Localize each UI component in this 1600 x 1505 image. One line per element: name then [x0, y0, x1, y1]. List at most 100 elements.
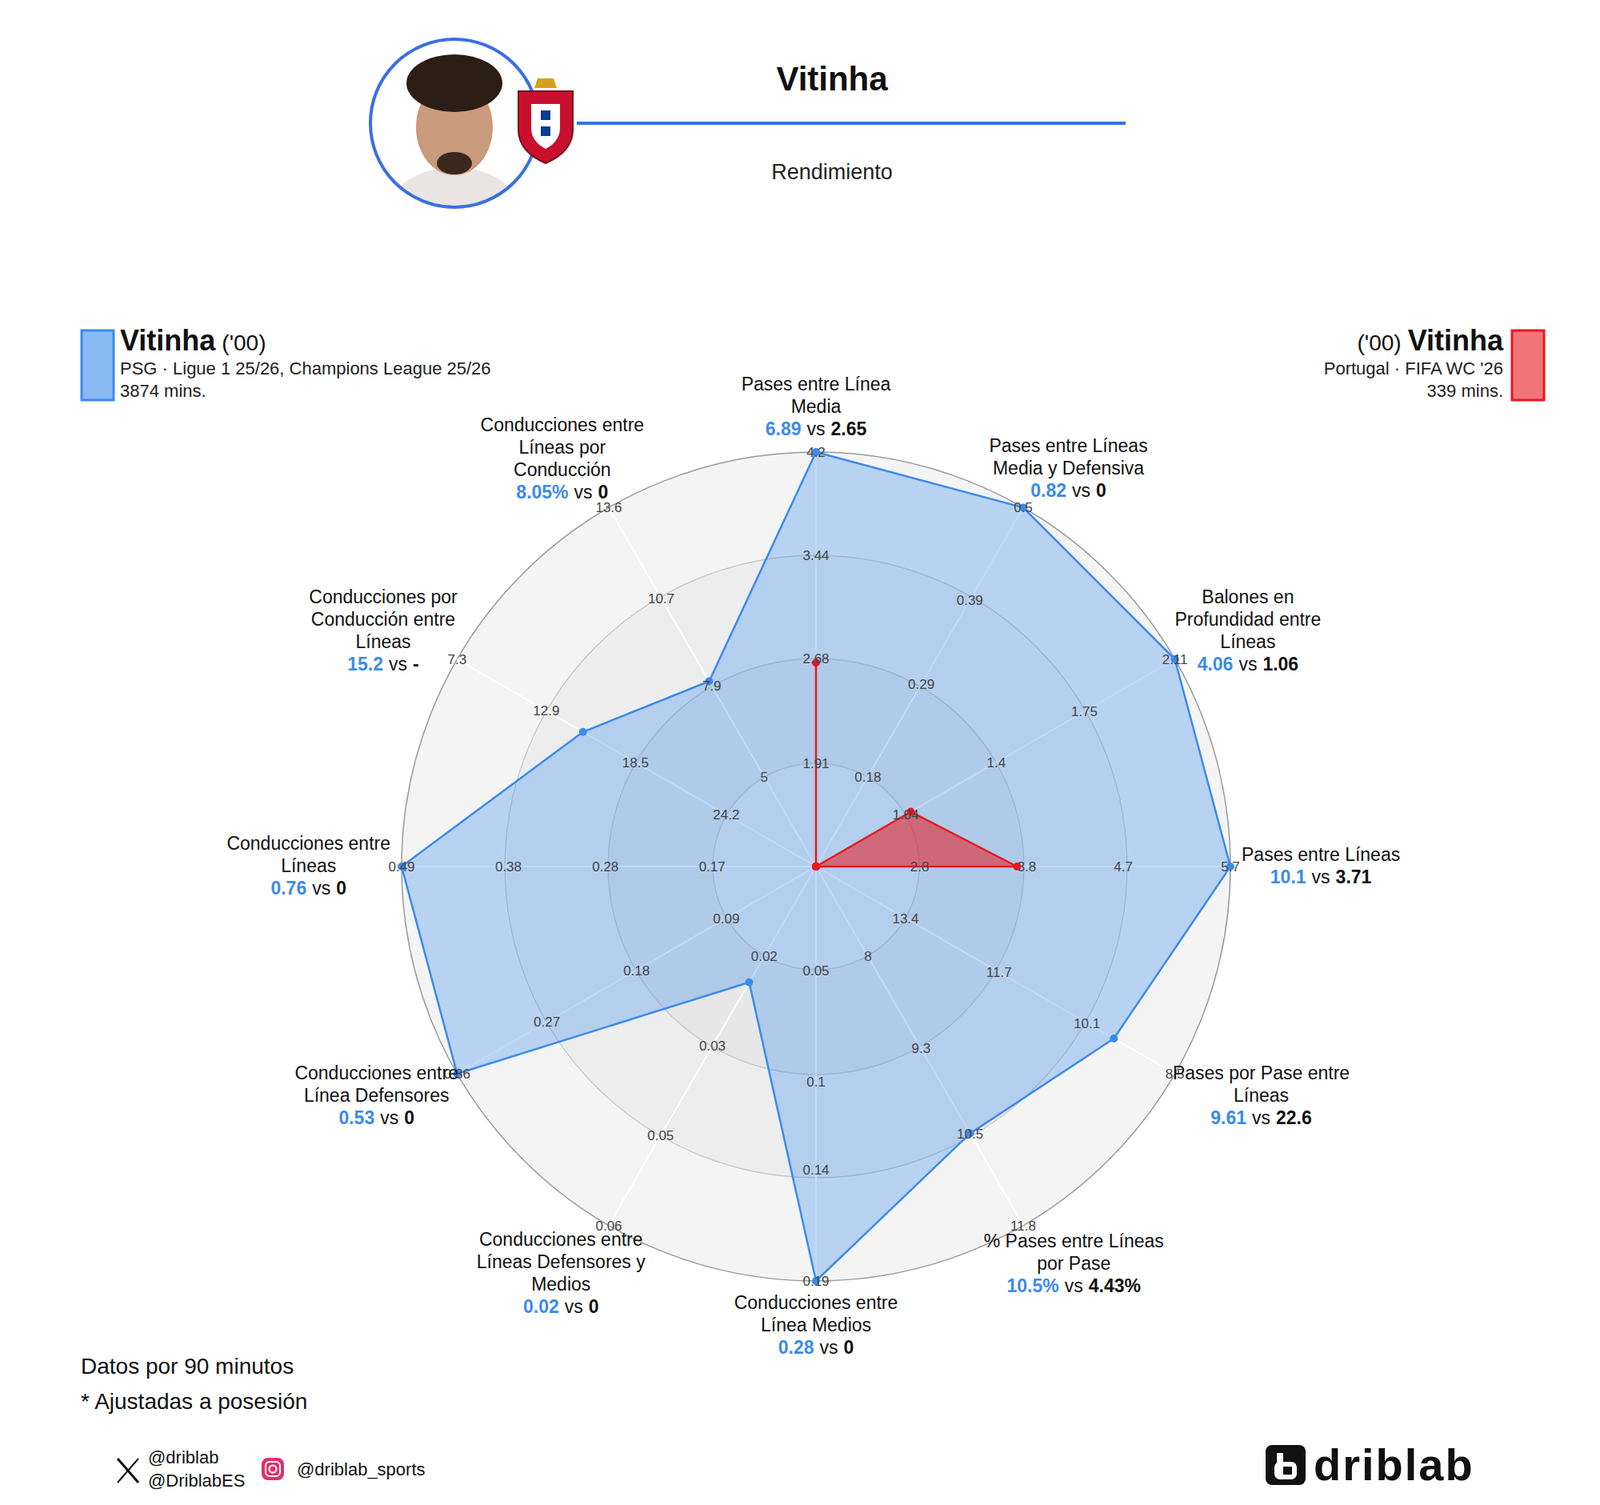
- axis-label: Pases entre LíneaMedia: [741, 373, 892, 417]
- brand-icon: [1265, 1444, 1306, 1485]
- tick-label: 18.5: [622, 755, 649, 771]
- photo: [370, 39, 539, 280]
- axis-label-line: Pases entre Líneas: [988, 435, 1148, 456]
- photo-hair: [406, 54, 503, 112]
- axis-label-line: % Pases entre Líneas: [984, 1230, 1164, 1252]
- value-label: 4.43%: [1088, 1275, 1141, 1296]
- crest-top: [534, 78, 557, 88]
- axis-label: Conducciones entreLíneas Defensores yMed…: [476, 1228, 646, 1295]
- value-line: 6.89vs2.65: [765, 418, 868, 440]
- axis-label-line: Conducciones entre: [294, 1062, 459, 1084]
- social-handle: @DriblabES: [148, 1470, 245, 1491]
- value-label: 2.65: [831, 418, 868, 440]
- radar-point: [812, 862, 820, 871]
- legend-number: ('00): [221, 330, 266, 356]
- legend-team: PSG · Ligue 1 25/26, Champions League 25…: [120, 358, 492, 379]
- tick-label: 0.14: [802, 1162, 829, 1178]
- axis-label-line: Línea Defensores: [304, 1084, 450, 1106]
- vs-text: vs: [819, 1336, 838, 1358]
- value-label: 0.76: [270, 877, 307, 899]
- social-handle: @driblab: [148, 1447, 219, 1468]
- legend-minutes: 339 mins.: [1427, 380, 1504, 401]
- axis-label: Conducciones entreLínea Defensores: [294, 1062, 459, 1106]
- vs-text: vs: [574, 481, 593, 503]
- axis-label-line: Líneas Defensores y: [476, 1251, 646, 1272]
- tick-label: 13.4: [892, 911, 919, 927]
- value-line: 0.02vs0: [523, 1296, 600, 1317]
- value-line: 0.53vs0: [338, 1107, 415, 1128]
- tick-label: 10.5: [956, 1126, 984, 1142]
- value-label: 3.71: [1336, 866, 1372, 888]
- axis-label-line: Medios: [531, 1273, 591, 1295]
- radar-area: [816, 662, 1017, 867]
- tick-label: 0.03: [699, 1038, 726, 1054]
- radar-point: [812, 862, 820, 871]
- brand-logo: [1265, 1444, 1306, 1485]
- axis-label-line: Pases por Pase entre: [1172, 1062, 1350, 1084]
- crest-square: [540, 126, 551, 136]
- tick-label: 0.28: [592, 859, 619, 875]
- value-label: 0.02: [523, 1296, 560, 1317]
- vs-text: vs: [388, 653, 408, 675]
- social-handle: @driblab_sports: [296, 1459, 426, 1480]
- tick-label: 0.19: [802, 1273, 829, 1289]
- x-icon-stroke: [117, 1458, 139, 1483]
- axis-label-line: Balones en: [1201, 586, 1294, 608]
- tick-label: 1.91: [802, 756, 829, 772]
- radar-point: [744, 978, 753, 987]
- value-line: 0.28vs0: [778, 1336, 855, 1358]
- value-label: 0.28: [778, 1336, 815, 1358]
- value-label: 1.06: [1262, 653, 1299, 675]
- tick-label: 0.18: [623, 963, 650, 979]
- value-label: 10.5%: [1007, 1275, 1060, 1296]
- tick-label: 10.7: [648, 591, 675, 607]
- tick-label: 0.39: [956, 592, 984, 608]
- legend-name: Vitinha: [120, 324, 216, 357]
- axis-label-line: Líneas: [1233, 1084, 1289, 1106]
- photo-beard: [436, 152, 472, 175]
- note: Datos por 90 minutos: [80, 1353, 294, 1379]
- vs-text: vs: [1252, 1107, 1271, 1128]
- value-line: 9.61vs22.6: [1210, 1107, 1312, 1128]
- tick-label: 8: [864, 948, 872, 964]
- tick-label: 5: [760, 769, 768, 785]
- tick-label: 2.8: [910, 859, 930, 875]
- tick-label: 9.3: [911, 1040, 931, 1056]
- value-label: 0.53: [338, 1107, 375, 1128]
- axis-label: % Pases entre Líneaspor Pase: [984, 1230, 1164, 1274]
- tick-label: 0.5: [1013, 500, 1033, 516]
- tick-label: 0.17: [699, 859, 726, 875]
- tick-label: 1.04: [892, 807, 920, 823]
- value-line: 4.06vs1.06: [1197, 653, 1300, 675]
- tick-label: 5.7: [1220, 859, 1240, 875]
- radar-point: [812, 862, 820, 871]
- radar-point: [812, 862, 820, 871]
- tick-label: 12.9: [532, 703, 560, 719]
- tick-label: 24.2: [712, 807, 740, 823]
- axis-label-line: Conducciones entre: [734, 1292, 899, 1313]
- tick-label: 0.49: [388, 859, 415, 875]
- tick-labels: 1.912.683.444.20.180.290.390.51.041.41.7…: [388, 444, 1240, 1289]
- value-line: 0.76vs0: [270, 877, 347, 899]
- tick-label: 7.9: [702, 678, 722, 694]
- instagram-icon: [261, 1457, 284, 1480]
- tick-label: 4.7: [1113, 859, 1133, 875]
- legend-name: ('00)Vitinha: [1357, 324, 1504, 357]
- axis-label-line: Líneas: [355, 631, 411, 652]
- radar-area: [401, 452, 1231, 1281]
- tick-label: 0.09: [712, 911, 740, 927]
- axis-label-line: Conducción entre: [311, 608, 456, 630]
- axis-label-line: Conducciones entre: [480, 414, 645, 436]
- radar-point: [812, 862, 820, 871]
- tick-label: 1.4: [987, 755, 1007, 771]
- axis-label-line: Profundidad entre: [1174, 608, 1321, 630]
- radar-point: [812, 862, 820, 871]
- vs-text: vs: [380, 1107, 399, 1128]
- axis-label-line: Líneas por: [519, 436, 607, 458]
- data: [397, 448, 1235, 1285]
- axis-label: Pases entre LíneasMedia y Defensiva: [988, 435, 1148, 479]
- tick-label: 0.05: [647, 1128, 674, 1144]
- radar-point: [812, 862, 820, 871]
- vs-text: vs: [1238, 653, 1257, 675]
- value-line: 10.5%vs4.43%: [1007, 1275, 1141, 1296]
